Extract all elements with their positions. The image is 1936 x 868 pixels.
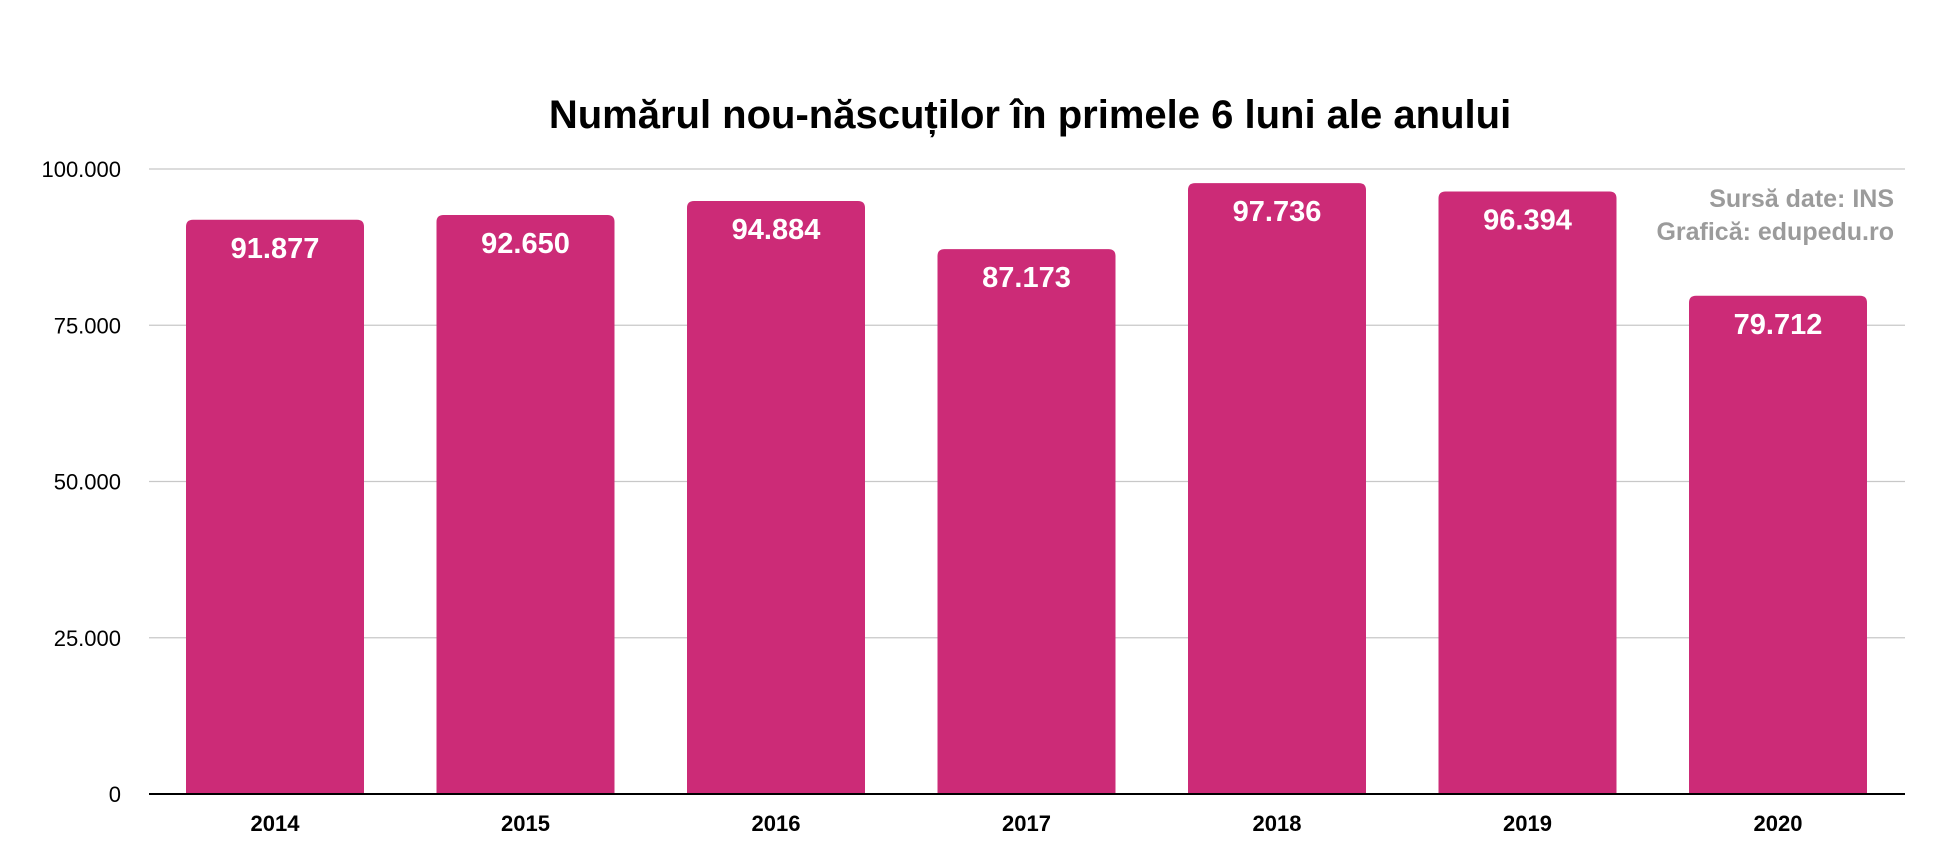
y-tick-label: 25.000 [54, 626, 121, 651]
value-labels: 91.877 92.650 94.884 87.173 97.736 96.394 79.7… [231, 196, 1823, 341]
source-annotation: Sursă date: INS [1709, 185, 1894, 213]
bar-2014 [186, 219, 364, 795]
y-tick-label: 75.000 [54, 313, 121, 338]
value-label-2019: 96.394 [1483, 205, 1572, 237]
bar-2018 [1188, 183, 1366, 794]
bars [186, 183, 1867, 795]
x-tick-label: 2018 [1253, 811, 1302, 836]
value-label-2017: 87.173 [982, 262, 1071, 294]
value-label-2020: 79.712 [1734, 309, 1823, 341]
chart-title: Numărul nou-născuților în primele 6 luni… [549, 93, 1511, 137]
value-label-2015: 92.650 [481, 228, 570, 260]
bar-2019 [1438, 191, 1617, 795]
x-tick-label: 2019 [1503, 811, 1552, 836]
y-axis-ticks: 0 25.000 50.000 75.000 100.000 [41, 157, 121, 807]
y-tick-label: 100.000 [41, 157, 121, 182]
value-label-2018: 97.736 [1233, 196, 1322, 228]
x-tick-label: 2017 [1002, 811, 1051, 836]
bar-2016 [687, 200, 865, 795]
x-tick-label: 2020 [1754, 811, 1803, 836]
x-tick-label: 2015 [501, 811, 550, 836]
y-tick-label: 0 [109, 782, 121, 807]
credit-annotation: Grafică: edupedu.ro [1656, 218, 1894, 246]
y-tick-label: 50.000 [54, 470, 121, 495]
bar-2020 [1689, 295, 1867, 794]
x-tick-label: 2014 [251, 811, 301, 836]
x-axis-ticks: 2014 2015 2016 2017 2018 2019 2020 [251, 811, 1803, 836]
annotations: Sursă date: INS Grafică: edupedu.ro [1656, 185, 1894, 246]
value-label-2014: 91.877 [231, 233, 320, 265]
value-label-2016: 94.884 [732, 214, 821, 246]
bar-2015 [436, 214, 615, 794]
x-tick-label: 2016 [752, 811, 801, 836]
bar-2017 [937, 249, 1116, 794]
